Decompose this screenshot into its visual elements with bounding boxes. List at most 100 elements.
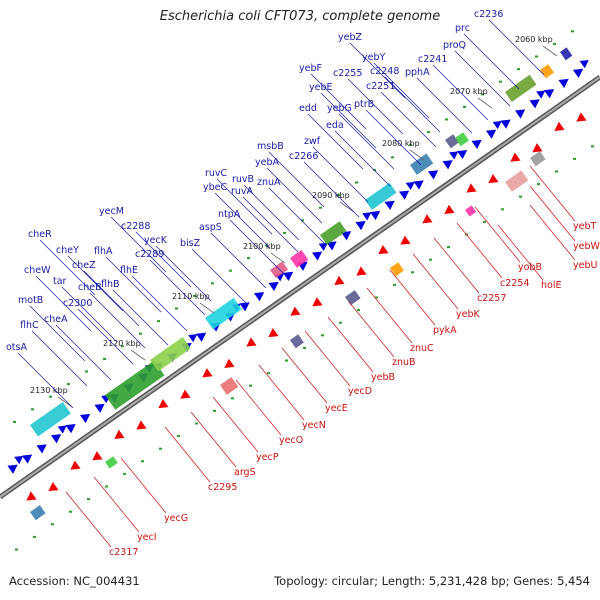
forward-gene-arrow [536, 90, 546, 99]
reverse-gene-arrow [180, 389, 191, 399]
reverse-dot-track [519, 195, 522, 198]
forward-dot-track [85, 370, 88, 373]
forward-gene-leader [216, 178, 273, 235]
forward-gene-leader [312, 146, 369, 203]
forward-dot-track [13, 420, 16, 423]
reverse-gene-leader [474, 206, 521, 263]
forward-gene-leader [55, 324, 112, 381]
forward-feature-block [365, 182, 397, 210]
forward-gene-label: aspS [199, 222, 222, 233]
reverse-gene-leader [212, 396, 259, 453]
reverse-feature-block [105, 456, 118, 469]
forward-feature-block [204, 297, 242, 330]
forward-feature-block [455, 132, 469, 147]
forward-gene-arrow [318, 242, 328, 251]
reverse-dot-track [537, 183, 540, 186]
forward-gene-label: cheA [44, 314, 68, 325]
reverse-gene-label: argS [234, 467, 256, 478]
forward-feature-block [150, 337, 191, 372]
forward-feature-block [560, 47, 573, 61]
coordinate-tick-mark [199, 302, 215, 314]
reverse-feature-block [290, 334, 304, 349]
reverse-gene-label: yobB [518, 262, 542, 273]
forward-feature-block [445, 134, 459, 149]
forward-gene-label: eda [326, 120, 344, 131]
forward-gene-leader [416, 77, 473, 134]
forward-feature-block [290, 249, 309, 268]
forward-gene-label: cheZ [72, 260, 96, 271]
forward-gene-leader [210, 232, 267, 289]
forward-feature-block [270, 261, 289, 279]
forward-gene-leader [214, 192, 271, 249]
coordinate-tick-label: 2060 kbp [515, 35, 553, 44]
reverse-gene-arrow [246, 337, 257, 347]
forward-feature-block [320, 221, 347, 245]
forward-gene-label: yecM [99, 206, 124, 217]
forward-gene-arrow [282, 271, 294, 281]
forward-gene-arrow [579, 60, 589, 69]
reverse-gene-arrow [92, 451, 103, 461]
reverse-dot-track [375, 296, 378, 299]
reverse-gene-label: pykA [433, 325, 457, 336]
forward-gene-arrow [529, 99, 540, 109]
forward-gene-arrow [239, 302, 250, 312]
reverse-gene-label: yebT [573, 221, 596, 232]
coordinate-tick-mark [339, 201, 355, 213]
forward-gene-arrow [7, 464, 18, 474]
forward-gene-label: cheW [24, 265, 51, 276]
forward-dot-track [175, 307, 178, 310]
forward-gene-label: edd [299, 103, 317, 114]
forward-gene-arrow [14, 455, 24, 465]
forward-gene-leader [39, 239, 96, 296]
forward-gene-label: zwf [304, 136, 321, 147]
reverse-dot-track [573, 157, 576, 160]
forward-gene-leader [77, 308, 134, 365]
forward-gene-arrow [36, 444, 47, 454]
forward-gene-arrow [65, 424, 76, 434]
reverse-gene-leader [348, 301, 395, 358]
forward-gene-leader [338, 113, 395, 170]
genome-backbone-highlight [0, 76, 600, 498]
forward-gene-arrow [413, 180, 424, 190]
reverse-gene-label: yecE [325, 403, 348, 414]
forward-dot-track [67, 383, 70, 386]
coordinate-tick-mark [270, 252, 286, 264]
forward-gene-leader [83, 270, 140, 327]
forward-gene-leader [384, 76, 441, 133]
forward-dot-track [463, 105, 466, 108]
reverse-gene-label: znuB [392, 357, 416, 368]
forward-gene-arrow [492, 120, 502, 130]
forward-gene-arrow [326, 241, 337, 251]
forward-gene-arrow [500, 119, 511, 129]
reverse-dot-track [87, 498, 90, 501]
reverse-feature-block [220, 376, 239, 395]
forward-gene-leader [89, 292, 146, 349]
reverse-dot-track [393, 283, 396, 286]
coordinate-tick-mark [542, 45, 558, 57]
reverse-dot-track [339, 321, 342, 324]
forward-dot-track [103, 357, 106, 360]
reverse-dot-track [177, 435, 180, 438]
forward-gene-arrow [21, 454, 33, 464]
reverse-dot-track [105, 485, 108, 488]
forward-gene-leader [191, 248, 248, 305]
forward-gene-label: proQ [443, 40, 466, 51]
reverse-dot-track [195, 422, 198, 425]
coordinate-tick-mark [409, 149, 425, 161]
forward-gene-label: prc [455, 23, 470, 34]
forward-feature-block [30, 402, 71, 437]
forward-dot-track [247, 257, 250, 260]
forward-dot-track [283, 231, 286, 234]
forward-dot-track [481, 93, 484, 96]
reverse-dot-track [447, 246, 450, 249]
forward-dot-track [355, 181, 358, 184]
reverse-dot-track [231, 397, 234, 400]
forward-gene-arrow [362, 212, 372, 221]
forward-gene-leader [454, 50, 511, 107]
reverse-dot-track [51, 523, 54, 526]
reverse-gene-arrow [466, 183, 477, 193]
forward-dot-track [517, 68, 520, 71]
forward-dot-track [337, 194, 340, 197]
reverse-gene-leader [93, 476, 140, 533]
forward-gene-label: flhE [120, 265, 138, 276]
